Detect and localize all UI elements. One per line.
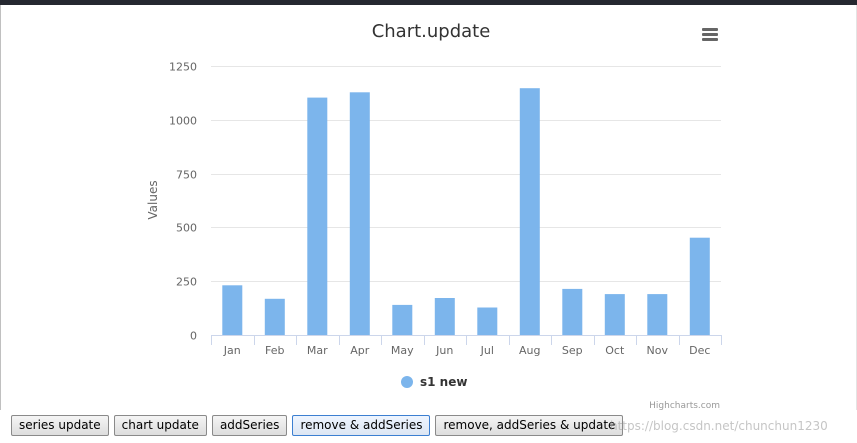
legend-label: s1 new <box>420 375 467 389</box>
y-tick-label: 250 <box>176 276 197 289</box>
bars <box>222 88 710 335</box>
chart: 0 250 500 750 1000 1250 Jan Feb Mar Apr May Jun Jul… <box>146 21 722 411</box>
gridlines <box>211 66 721 282</box>
y-tick-label: 1000 <box>169 115 197 128</box>
x-tick-label: Mar <box>307 344 328 357</box>
x-tick-label: May <box>391 344 414 357</box>
x-tick-label: Jan <box>223 344 241 357</box>
bar-oct[interactable] <box>604 294 625 335</box>
add-series-button[interactable]: addSeries <box>211 415 288 436</box>
bar-jul[interactable] <box>477 307 498 336</box>
series-update-button[interactable]: series update <box>11 415 109 436</box>
x-tick-label: Dec <box>689 344 710 357</box>
credits-link[interactable]: Highcharts.com <box>649 401 720 411</box>
x-tick-label: Oct <box>605 344 625 357</box>
legend-symbol <box>401 376 413 388</box>
bar-jun[interactable] <box>434 298 455 335</box>
watermark: https://blog.csdn.net/chunchun1230 <box>610 419 828 433</box>
y-tick-label: 500 <box>176 222 197 235</box>
x-tick-label: Sep <box>562 344 583 357</box>
x-tick-label: Nov <box>647 344 669 357</box>
hamburger-menu-icon[interactable] <box>698 24 722 46</box>
frame-left-border <box>0 5 1 410</box>
bar-apr[interactable] <box>349 92 370 335</box>
bar-sep[interactable] <box>562 288 583 335</box>
button-row: series update chart update addSeries rem… <box>11 415 624 436</box>
bar-nov[interactable] <box>647 294 668 335</box>
bar-may[interactable] <box>392 304 413 335</box>
y-axis-ticks: 0 250 500 750 1000 1250 <box>169 61 197 343</box>
y-tick-label: 750 <box>176 169 197 182</box>
bar-dec[interactable] <box>689 237 710 335</box>
bar-mar[interactable] <box>307 97 328 335</box>
x-tick-label: Feb <box>265 344 284 357</box>
bar-feb[interactable] <box>264 298 285 335</box>
top-bar <box>0 0 857 5</box>
x-axis-ticks: Jan Feb Mar Apr May Jun Jul Aug Sep Oct Nov Dec <box>211 335 722 357</box>
chart-title: Chart.update <box>372 21 491 42</box>
y-tick-label: 1250 <box>169 61 197 74</box>
y-axis-title: Values <box>146 180 160 219</box>
legend-item[interactable]: s1 new <box>401 375 467 389</box>
y-tick-label: 0 <box>190 330 197 343</box>
x-tick-label: Aug <box>519 344 540 357</box>
chart-update-button[interactable]: chart update <box>113 415 207 436</box>
x-tick-label: Apr <box>350 344 370 357</box>
x-tick-label: Jul <box>480 344 494 357</box>
bar-aug[interactable] <box>519 88 540 335</box>
remove-add-series-button[interactable]: remove & addSeries <box>292 415 431 436</box>
remove-add-series-update-button[interactable]: remove, addSeries & update <box>435 415 624 436</box>
x-tick-label: Jun <box>435 344 453 357</box>
bar-jan[interactable] <box>222 285 243 335</box>
